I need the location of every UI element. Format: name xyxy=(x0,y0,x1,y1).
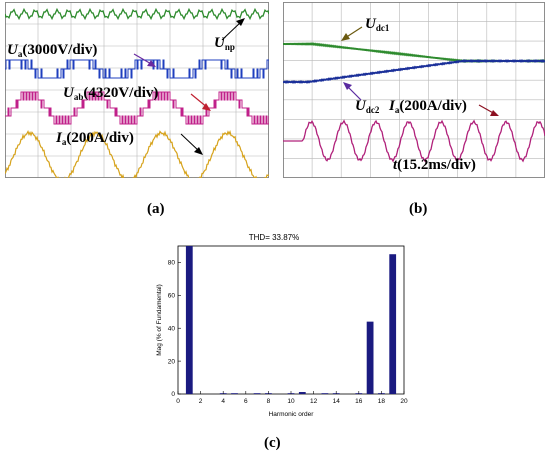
panel-b: Udc1 Udc2 Ia(200A/div) t(15.2ms/div) xyxy=(283,2,545,178)
panel-b-background xyxy=(283,2,545,178)
arrow-u-np xyxy=(221,20,243,41)
bar-harmonic-11 xyxy=(298,392,306,394)
arrow-u-ab-head xyxy=(202,103,211,111)
x-tick-label: 8 xyxy=(267,398,271,405)
panel-a-frame xyxy=(5,2,269,178)
y-tick-label: 60 xyxy=(168,293,176,300)
label-i-a: Ia(200A/div) xyxy=(55,130,134,147)
y-tick-label: 20 xyxy=(168,358,176,365)
arrow-i-a-head xyxy=(194,147,203,155)
bar-harmonic-19 xyxy=(389,254,397,394)
arrow-u-a-head xyxy=(147,60,156,67)
caption-b: (b) xyxy=(409,201,428,217)
label-u-dc2: Udc2 xyxy=(355,98,380,115)
x-tick-label: 18 xyxy=(378,398,386,405)
panel-a-arrows xyxy=(133,18,245,155)
x-axis-label: Harmonic order xyxy=(269,411,315,418)
arrow-u-np-head xyxy=(236,18,245,26)
bar-harmonic-13 xyxy=(321,393,329,394)
x-tick-label: 10 xyxy=(287,398,295,405)
x-tick-label: 4 xyxy=(221,398,225,405)
trace-u-a xyxy=(5,59,269,79)
chart-plot-area xyxy=(177,245,405,395)
bar-harmonic-1 xyxy=(185,246,193,394)
chart-title: THD= 33.87% xyxy=(249,233,299,242)
label-u-dc1: Udc1 xyxy=(365,16,390,33)
panel-b-grid xyxy=(283,2,545,178)
x-tick-label: 0 xyxy=(176,398,180,405)
trace-i-a-b xyxy=(283,119,545,163)
bar-harmonic-5 xyxy=(231,393,238,394)
caption-a: (a) xyxy=(147,201,165,217)
arrow-u-dc2-head xyxy=(343,82,352,90)
x-tick-label: 20 xyxy=(400,398,408,405)
trace-u-np xyxy=(5,7,269,21)
panel-b-frame xyxy=(283,2,545,178)
panel-a-labels: Unp Ua(3000V/div) Uab(4320V/div) Ia(200A… xyxy=(7,35,235,147)
y-tick-label: 80 xyxy=(168,260,176,267)
label-i-a-b: Ia(200A/div) xyxy=(388,98,467,115)
trace-u-ab xyxy=(5,91,269,125)
y-axis-label: Mag (% of Fundamental) xyxy=(156,284,163,356)
x-tick-label: 12 xyxy=(310,398,318,405)
panel-b-traces xyxy=(283,42,545,163)
bar-harmonic-7 xyxy=(253,393,261,394)
panel-a: Unp Ua(3000V/div) Uab(4320V/div) Ia(200A… xyxy=(5,2,269,178)
x-tick-label: 14 xyxy=(333,398,341,405)
y-tick-label: 40 xyxy=(168,325,176,332)
label-time-div: t(15.2ms/div) xyxy=(393,157,476,173)
panel-b-arrows xyxy=(341,26,499,116)
label-u-ab: Uab(4320V/div) xyxy=(63,85,158,102)
y-tick-label: 0 xyxy=(171,391,175,398)
arrow-i-a-b-head xyxy=(490,110,499,116)
label-u-np: Unp xyxy=(214,35,235,52)
trace-u-dc2 xyxy=(283,59,545,84)
x-tick-label: 16 xyxy=(355,398,363,405)
chart-ticks: 0 2 4 6 8 10 12 14 16 18 20 0 20 40 60 80 xyxy=(168,260,408,405)
x-tick-label: 2 xyxy=(199,398,203,405)
label-u-a: Ua(3000V/div) xyxy=(7,42,97,59)
arrow-u-dc1-head xyxy=(341,33,350,41)
x-tick-label: 6 xyxy=(244,398,248,405)
caption-c: (c) xyxy=(264,435,281,451)
arrow-i-a xyxy=(180,133,201,153)
panel-b-labels: Udc1 Udc2 Ia(200A/div) t(15.2ms/div) xyxy=(355,16,476,173)
bar-harmonic-17 xyxy=(366,321,374,394)
panel-a-traces xyxy=(5,7,269,178)
trace-i-a xyxy=(5,129,269,178)
panel-c-chart: THD= 33.87% 0 2 4 6 8 10 12 14 16 18 20 0 20 40 60 80 H… xyxy=(156,233,408,418)
